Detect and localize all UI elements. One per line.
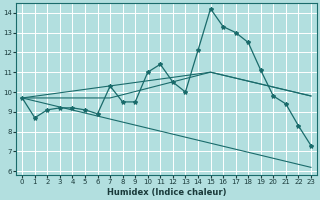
- X-axis label: Humidex (Indice chaleur): Humidex (Indice chaleur): [107, 188, 226, 197]
